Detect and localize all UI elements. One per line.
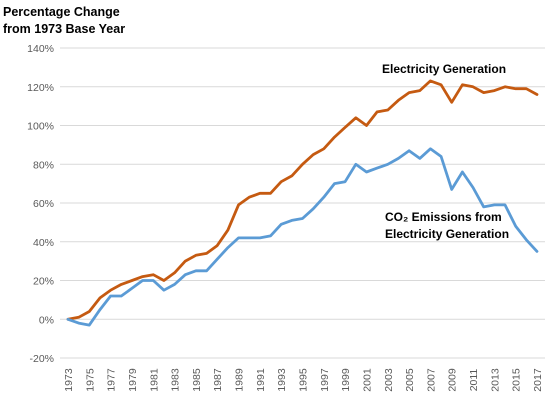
y-axis-title-line-2: from 1973 Base Year	[3, 22, 126, 36]
x-tick-label: 2007	[425, 368, 437, 392]
series-lines	[66, 79, 539, 327]
y-tick-label: 40%	[33, 237, 54, 249]
x-tick-label: 2003	[383, 368, 395, 392]
x-tick-label: 1987	[212, 368, 224, 392]
x-tick-label: 1995	[298, 368, 310, 392]
y-tick-label: 140%	[27, 43, 54, 55]
x-tick-label: 2017	[532, 368, 544, 392]
x-tick-label: 2011	[468, 369, 480, 392]
x-tick-label: 1991	[255, 368, 267, 392]
x-tick-label: 1997	[319, 368, 331, 392]
label-co2-emissions-line-1: CO₂ Emissions from	[385, 210, 502, 224]
x-tick-label: 1993	[276, 368, 288, 392]
y-tick-label: 120%	[27, 82, 54, 94]
x-tick-label: 1977	[106, 368, 118, 392]
x-tick-label: 2005	[404, 368, 416, 392]
x-tick-label: 1981	[148, 368, 160, 392]
x-tick-label: 2015	[511, 368, 523, 392]
x-tick-label: 1983	[170, 368, 182, 392]
x-tick-label: 2013	[489, 368, 501, 392]
x-tick-label: 1975	[84, 368, 96, 392]
x-tick-label: 1979	[127, 368, 139, 392]
series-electricity-generation	[66, 79, 539, 321]
y-tick-label: 100%	[27, 121, 54, 133]
x-axis-ticks: 1973 1975 1977 1979 1981 1983 1985 1987 1989 1991…	[63, 368, 544, 392]
y-axis-title: Percentage Change from 1973 Base Year	[3, 4, 125, 38]
y-tick-label: 20%	[33, 276, 54, 288]
gridlines	[60, 47, 545, 359]
x-tick-label: 1999	[340, 368, 352, 392]
series-co2-emissions	[66, 147, 539, 327]
y-tick-label: -20%	[29, 353, 54, 365]
label-co2-emissions-line-2: Electricity Generation	[385, 227, 509, 241]
y-tick-label: 0%	[39, 314, 54, 326]
x-tick-label: 2001	[361, 368, 373, 392]
label-electricity-generation: Electricity Generation	[382, 62, 506, 76]
y-tick-label: 80%	[33, 159, 54, 171]
y-axis-ticks: -20% 0% 20% 40% 60% 80% 100% 120% 140%	[27, 43, 54, 365]
y-tick-label: 60%	[33, 198, 54, 210]
x-tick-label: 1989	[234, 368, 246, 392]
series-annotations: Electricity Generation CO₂ Emissions fro…	[382, 62, 509, 241]
x-tick-label: 1985	[191, 368, 203, 392]
x-tick-label: 1973	[63, 368, 75, 392]
y-axis-title-line-1: Percentage Change	[3, 5, 120, 19]
x-tick-label: 2009	[447, 368, 459, 392]
